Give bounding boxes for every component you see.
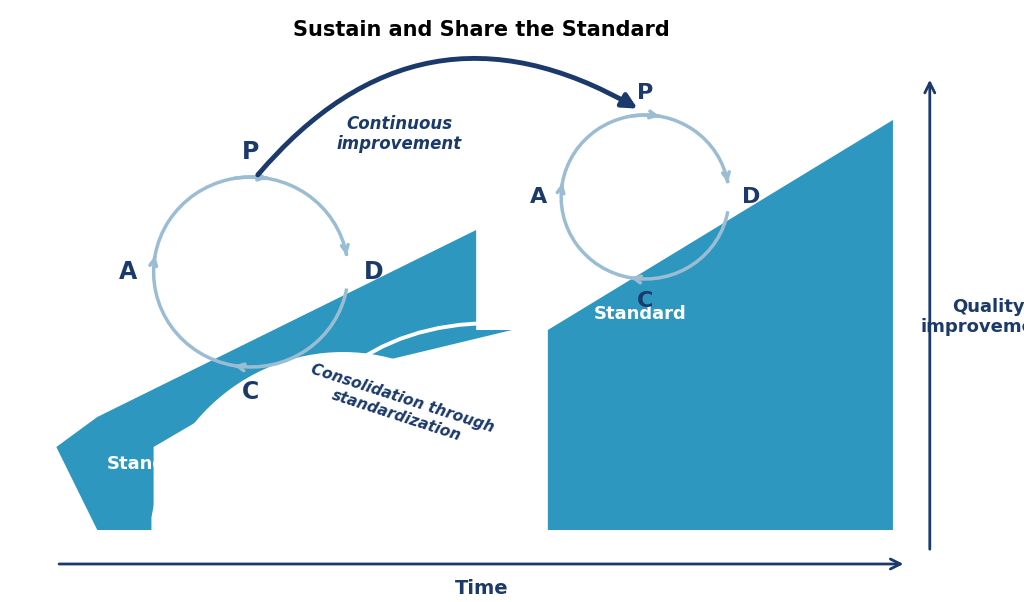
Text: P: P	[637, 83, 653, 103]
Text: Sustain and Share the Standard: Sustain and Share the Standard	[293, 20, 670, 40]
Polygon shape	[154, 330, 548, 530]
Text: Quality
improvement: Quality improvement	[921, 297, 1024, 337]
Text: Standard: Standard	[108, 455, 200, 473]
Text: D: D	[742, 187, 761, 207]
Text: Standard: Standard	[594, 305, 687, 323]
Text: P: P	[243, 140, 259, 164]
Text: C: C	[243, 380, 259, 404]
Text: Time: Time	[455, 580, 508, 598]
Text: C: C	[637, 291, 653, 311]
Text: A: A	[119, 260, 137, 284]
Polygon shape	[56, 120, 893, 530]
Text: Consolidation through
standardization: Consolidation through standardization	[303, 362, 496, 452]
Text: A: A	[530, 187, 547, 207]
Polygon shape	[152, 352, 535, 530]
Text: D: D	[364, 260, 384, 284]
Text: Continuous
improvement: Continuous improvement	[337, 114, 462, 154]
